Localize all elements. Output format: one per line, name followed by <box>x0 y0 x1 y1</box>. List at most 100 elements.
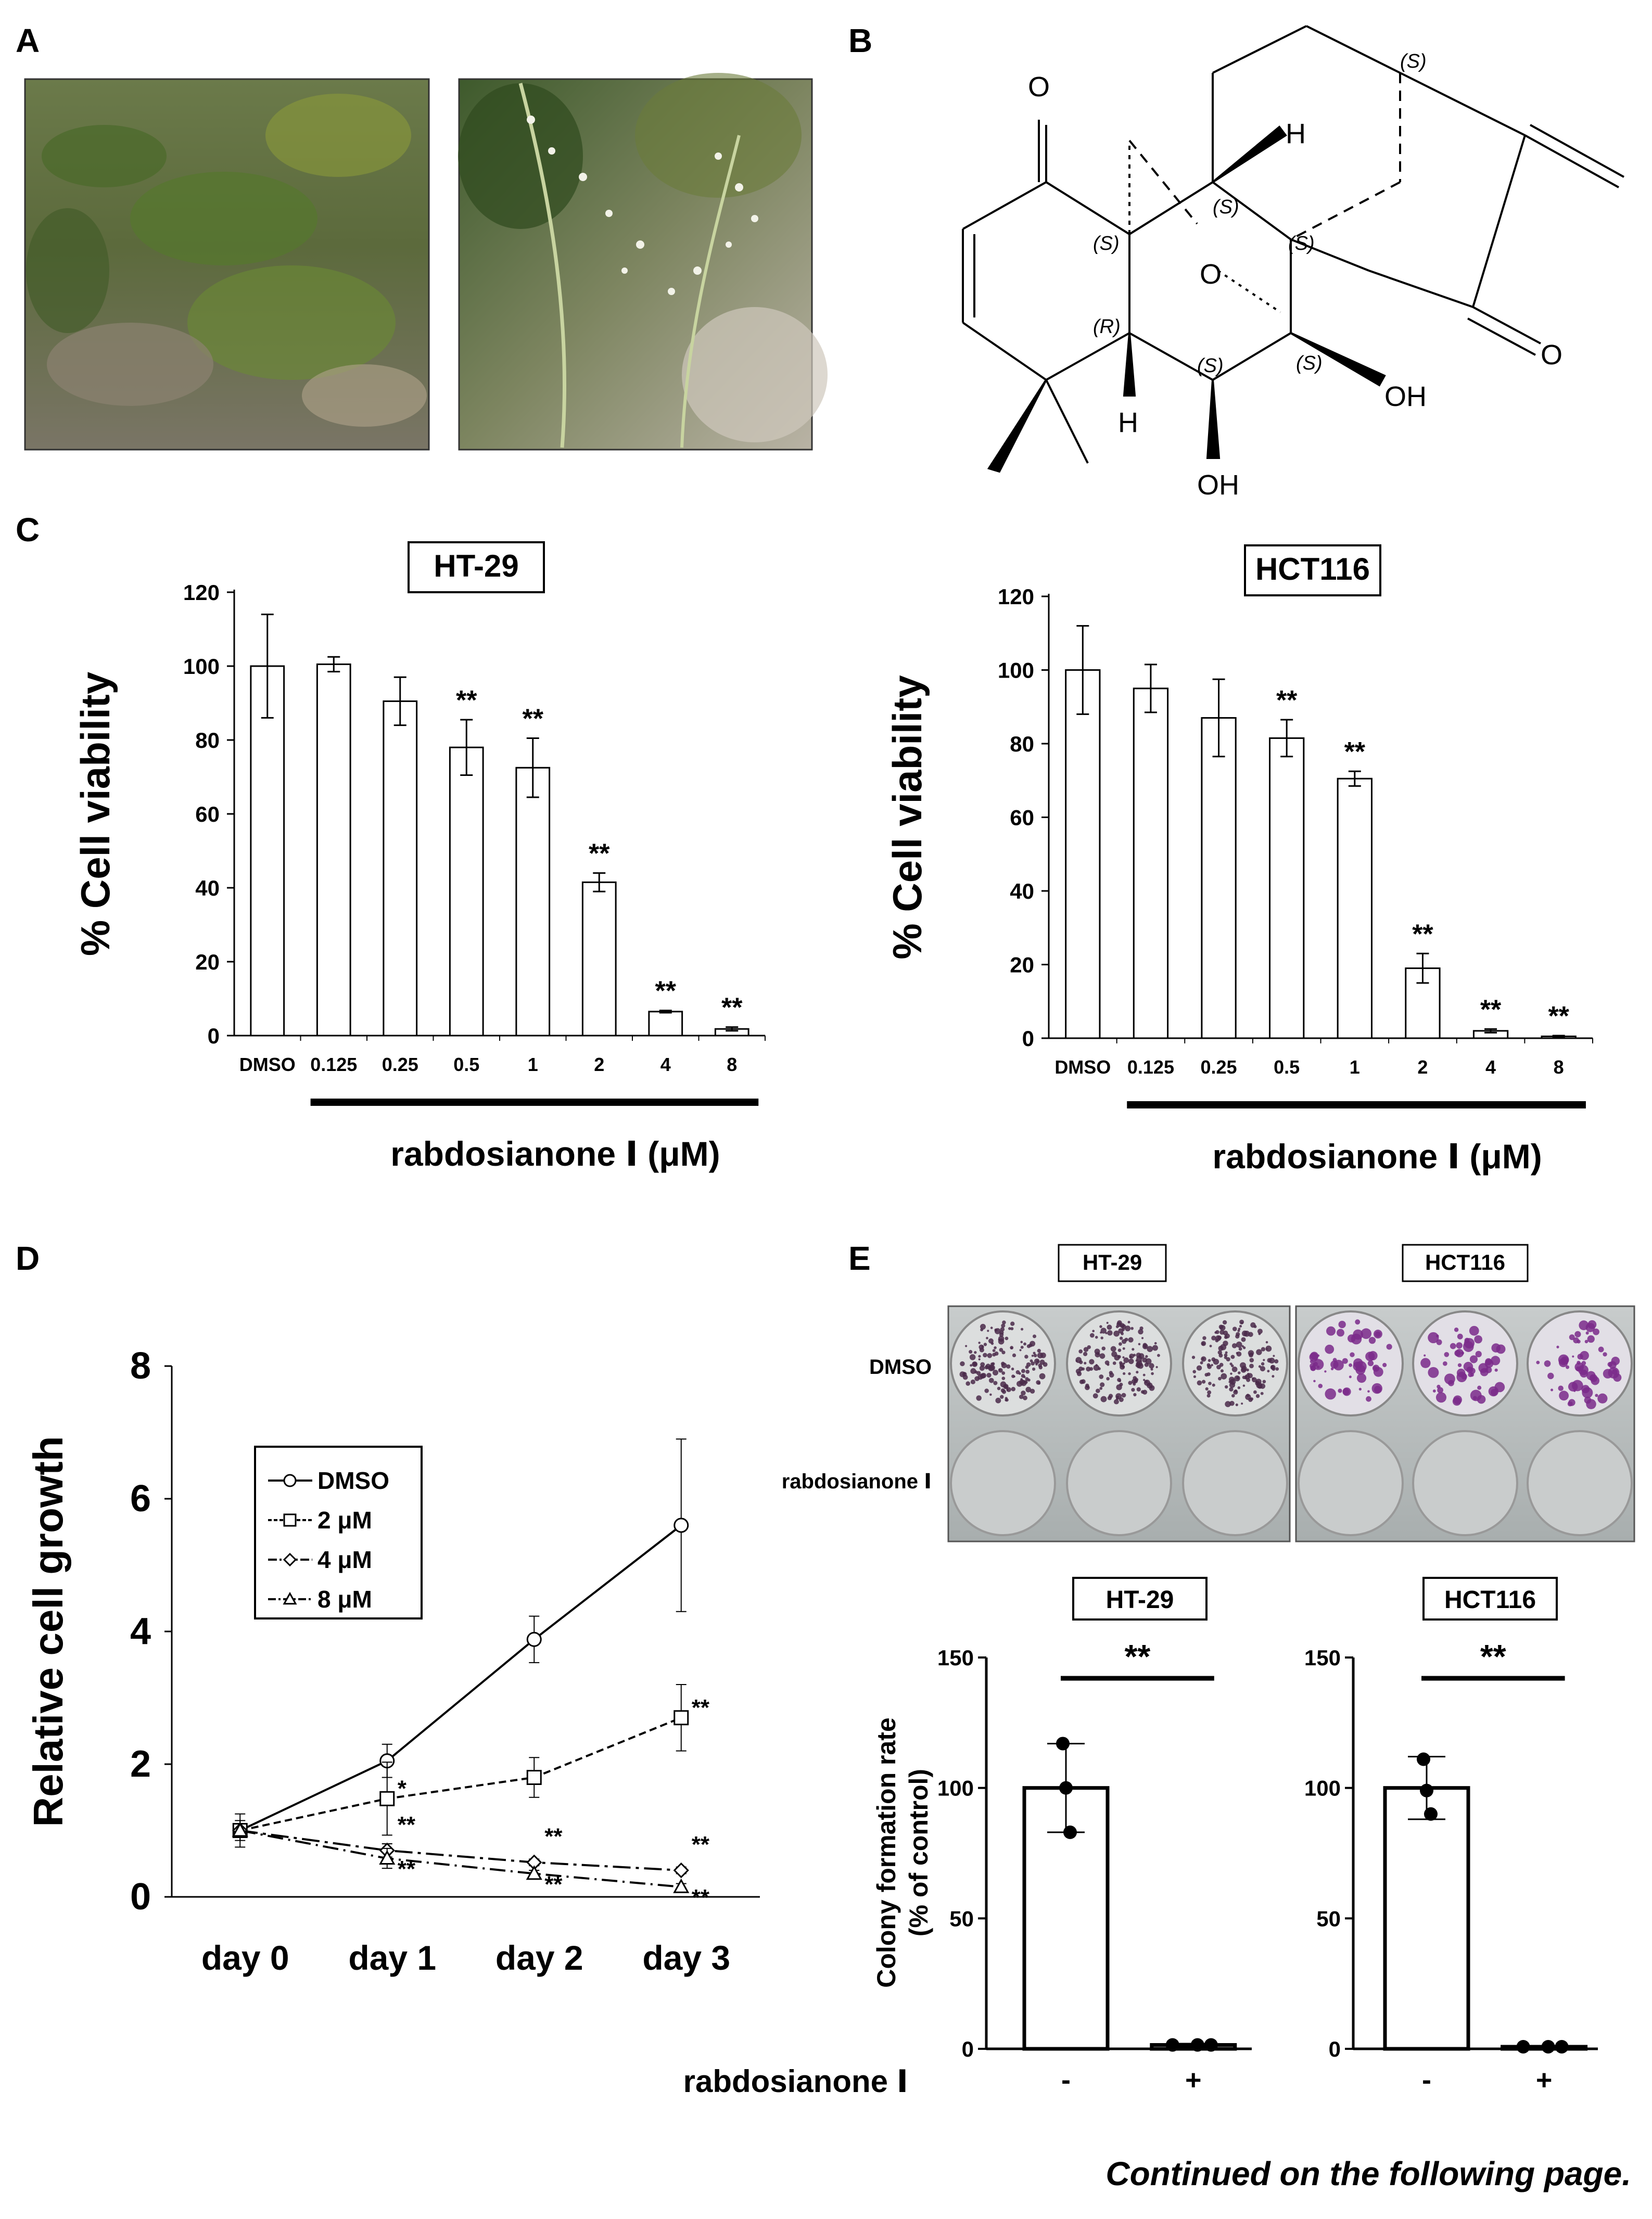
significance-label: ** <box>1480 1638 1506 1675</box>
colony <box>1368 1351 1378 1360</box>
colony <box>1475 1350 1482 1358</box>
colony <box>1257 1384 1263 1389</box>
colony <box>1361 1328 1372 1339</box>
stereo-label: (S) <box>1400 50 1427 72</box>
colony <box>1251 1377 1257 1383</box>
y-tick-label: 40 <box>195 876 220 900</box>
series-line <box>239 1829 681 1888</box>
colony <box>993 1370 999 1376</box>
colony <box>1603 1352 1607 1357</box>
bar <box>1201 717 1237 1039</box>
colony <box>1374 1385 1382 1393</box>
bar <box>581 881 617 1037</box>
colony <box>1490 1388 1498 1396</box>
y-tick-label: 100 <box>1304 1776 1341 1801</box>
colony <box>1099 1387 1103 1390</box>
colony <box>1275 1367 1279 1371</box>
bar <box>316 663 351 1037</box>
colony <box>1239 1324 1242 1328</box>
bar <box>449 746 484 1037</box>
colony <box>1474 1335 1482 1344</box>
colony <box>1220 1369 1224 1373</box>
colony <box>1115 1393 1122 1400</box>
legend-label: 2 μM <box>317 1507 372 1534</box>
colony <box>1559 1391 1569 1401</box>
colony <box>1127 1321 1130 1324</box>
series-1: *** <box>232 1684 710 1841</box>
colony <box>1220 1344 1227 1350</box>
colony <box>978 1355 981 1358</box>
colony <box>1026 1362 1031 1367</box>
colony <box>1001 1350 1006 1355</box>
colony <box>1113 1399 1119 1405</box>
marker-diamond <box>673 1862 689 1879</box>
colony <box>1023 1342 1026 1346</box>
stereo-label: (S) <box>1093 233 1120 254</box>
colony <box>1231 1343 1237 1348</box>
colony <box>1224 1385 1228 1389</box>
colony <box>1209 1345 1212 1347</box>
x-tick-label: 8 <box>1554 1056 1564 1078</box>
colony <box>1241 1366 1247 1372</box>
colony <box>1078 1349 1083 1354</box>
colony <box>965 1345 968 1347</box>
colony <box>1033 1351 1036 1355</box>
colony <box>1132 1348 1135 1351</box>
colony <box>1000 1395 1004 1399</box>
colony <box>1435 1392 1447 1403</box>
colony <box>1358 1387 1362 1391</box>
colony <box>1374 1330 1382 1338</box>
colony <box>1079 1380 1084 1384</box>
colony <box>1491 1343 1501 1353</box>
colony <box>1128 1381 1133 1385</box>
chart-title: HT-29 <box>434 549 518 583</box>
colony <box>1143 1379 1146 1381</box>
y-tick-label: 80 <box>1010 732 1034 756</box>
data-point <box>1063 1825 1077 1839</box>
colony <box>1144 1362 1149 1367</box>
colony <box>1108 1394 1113 1398</box>
treatment-label: rabdosianone Ⅰ <box>683 2064 908 2099</box>
marker-triangle <box>232 1822 248 1837</box>
panel-letter-b: B <box>848 22 872 59</box>
colony <box>1311 1366 1316 1371</box>
colony <box>1325 1344 1335 1354</box>
y-tick-label: 100 <box>998 658 1034 683</box>
colony <box>1033 1354 1037 1358</box>
colony <box>1325 1388 1336 1400</box>
colony <box>1032 1367 1036 1371</box>
y-tick-label: 100 <box>937 1776 974 1801</box>
colony <box>1142 1343 1148 1349</box>
colony <box>1580 1369 1588 1378</box>
colony <box>1100 1336 1103 1340</box>
colony <box>1025 1370 1030 1374</box>
colony <box>1260 1366 1266 1372</box>
colony <box>989 1364 995 1371</box>
significance-label: * <box>398 1776 407 1801</box>
colony <box>1149 1385 1155 1391</box>
x-tick-label: DMSO <box>1054 1056 1111 1078</box>
colony <box>1444 1351 1450 1357</box>
significance-label: ** <box>589 839 610 869</box>
colony <box>1201 1342 1205 1346</box>
colony <box>1218 1324 1224 1330</box>
colony <box>1333 1359 1344 1371</box>
y-tick-label: 150 <box>1304 1646 1341 1670</box>
colony <box>1350 1352 1355 1357</box>
colony <box>1367 1390 1370 1393</box>
colony <box>1197 1380 1202 1386</box>
colony <box>1246 1368 1249 1372</box>
colony <box>998 1338 1000 1341</box>
x-tick-label: 4 <box>660 1054 671 1075</box>
colony <box>1084 1361 1087 1365</box>
colony-plate-hct116 <box>1295 1305 1635 1542</box>
colony <box>989 1393 992 1396</box>
colony <box>979 1365 985 1371</box>
colony <box>1020 1341 1023 1344</box>
colony <box>1092 1393 1098 1399</box>
colony <box>1587 1335 1595 1343</box>
chart-title: HCT116 <box>1255 552 1370 586</box>
chart-title-box <box>408 541 545 593</box>
colony <box>1121 1324 1126 1330</box>
colony <box>1366 1396 1371 1402</box>
